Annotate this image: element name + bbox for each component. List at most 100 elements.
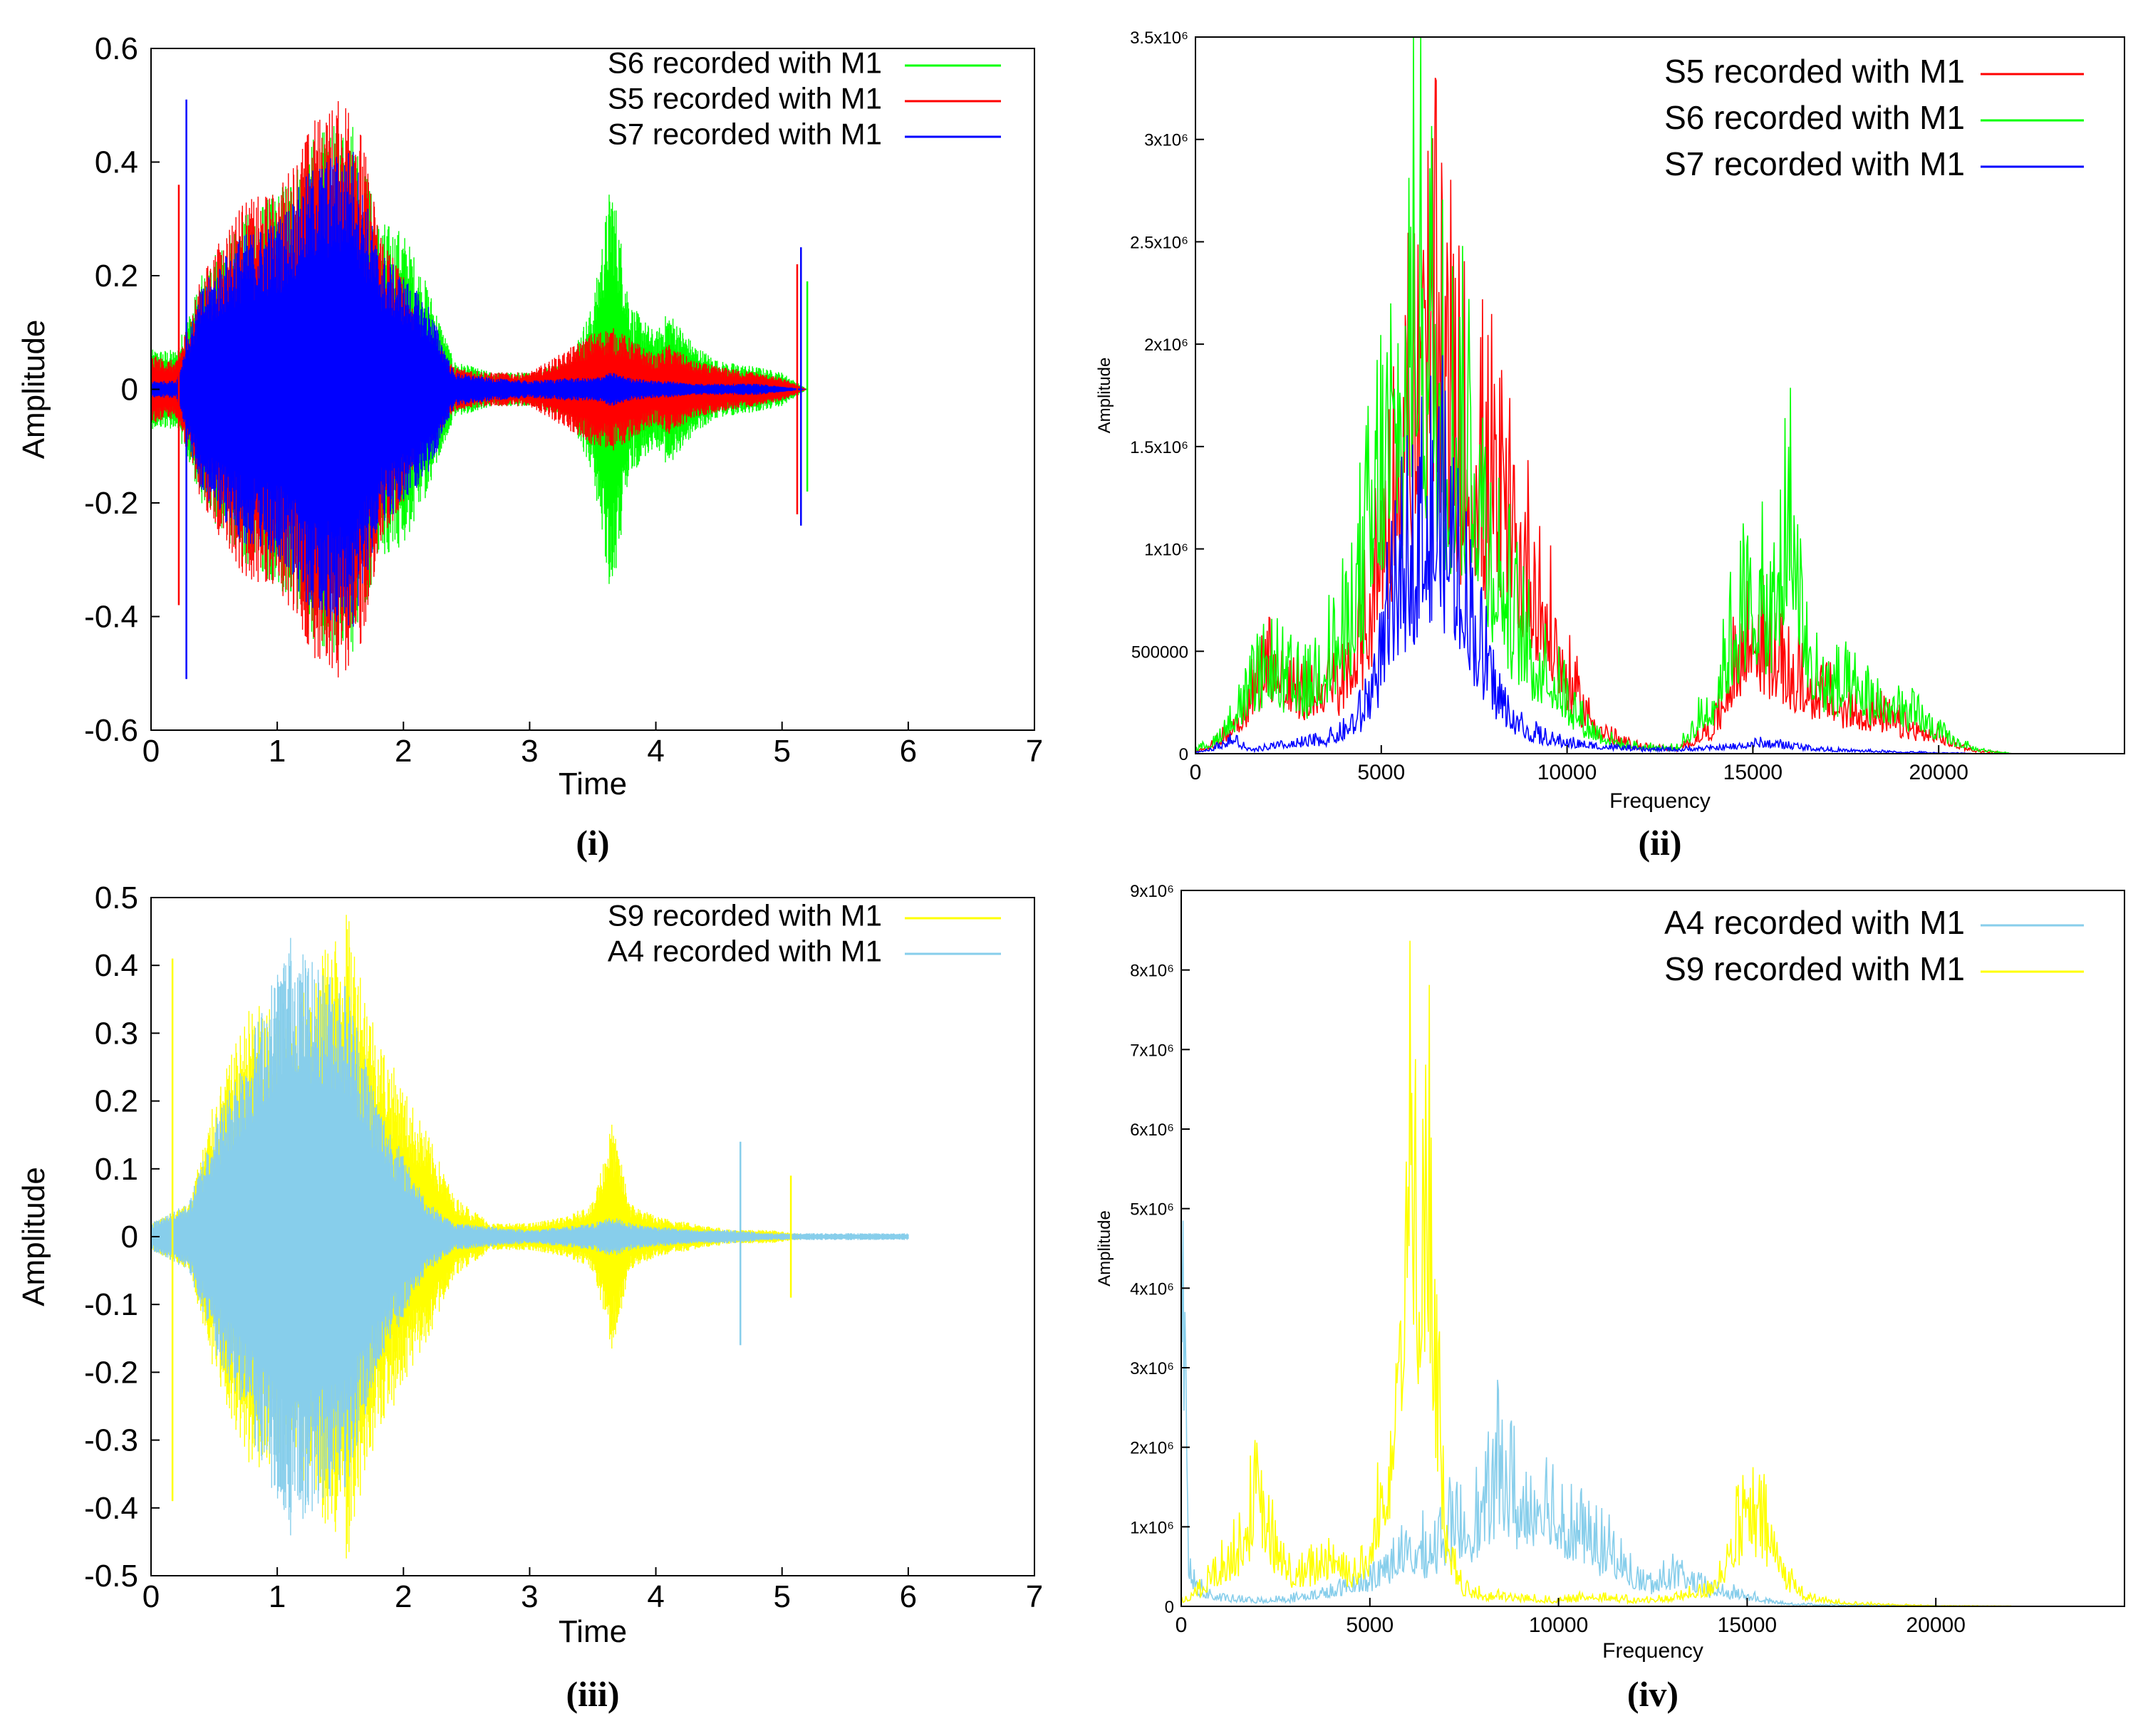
x-tick-label: 15000 xyxy=(1718,1613,1777,1637)
x-tick-label: 5000 xyxy=(1346,1613,1394,1637)
y-tick-label: -0.4 xyxy=(84,600,138,635)
legend-label: S9 recorded with M1 xyxy=(1664,950,1965,987)
x-axis-label: Time xyxy=(559,1614,627,1649)
y-tick-label: 2x10⁶ xyxy=(1144,336,1188,355)
legend-label: S6 recorded with M1 xyxy=(1664,99,1965,136)
y-tick-label: 2x10⁶ xyxy=(1130,1439,1174,1458)
series-group xyxy=(1195,36,2013,754)
x-tick-label: 6 xyxy=(900,734,917,769)
y-tick-label: -0.3 xyxy=(84,1423,138,1458)
y-axis-label: Amplitude xyxy=(16,320,51,459)
y-tick-label: 0.2 xyxy=(95,259,138,293)
y-tick-label: 3x10⁶ xyxy=(1144,131,1188,150)
x-tick-label: 1 xyxy=(269,734,286,769)
y-tick-label: 9x10⁶ xyxy=(1130,882,1174,901)
y-tick-label: 8x10⁶ xyxy=(1130,962,1174,981)
y-tick-label: 7x10⁶ xyxy=(1130,1041,1174,1060)
y-tick-label: 6x10⁶ xyxy=(1130,1121,1174,1140)
y-tick-label: 0.5 xyxy=(95,880,138,915)
x-axis-label: Frequency xyxy=(1609,789,1711,813)
x-tick-label: 5000 xyxy=(1357,761,1405,784)
panel-caption: (iii) xyxy=(566,1674,620,1714)
plot-frame xyxy=(1195,36,2125,754)
y-tick-label: 0 xyxy=(1165,1598,1174,1617)
y-tick-label: 0.4 xyxy=(95,948,138,983)
legend-label: S6 recorded with M1 xyxy=(608,46,882,80)
legend: S5 recorded with M1 S6 recorded with M1 S7… xyxy=(1664,53,2084,182)
y-tick-label: 4x10⁶ xyxy=(1130,1279,1174,1299)
x-tick-label: 7 xyxy=(1026,734,1043,769)
y-tick-label: 1x10⁶ xyxy=(1144,541,1188,560)
y-tick-label: 0 xyxy=(121,1220,138,1254)
series-group xyxy=(1181,940,2012,1607)
x-tick-label: 0 xyxy=(142,1579,160,1614)
x-tick-label: 5 xyxy=(773,1579,790,1614)
y-tick-label: 0.1 xyxy=(95,1152,138,1187)
y-tick-label: 3.5x10⁶ xyxy=(1130,28,1188,48)
x-tick-label: 2 xyxy=(395,1579,412,1614)
x-axis-label: Frequency xyxy=(1602,1639,1703,1663)
x-tick-label: 20000 xyxy=(1909,761,1968,784)
panel-i: 0 1 2 3 4 5 6 7 0.6 0.4 0.2 0 -0.2 -0.4 -0.6 Time Amplit… xyxy=(16,31,1043,863)
y-axis-label: Amplitude xyxy=(1095,358,1114,434)
y-tick-label: 1.5x10⁶ xyxy=(1130,438,1188,457)
legend-label: S5 recorded with M1 xyxy=(608,82,882,115)
x-tick-label: 15000 xyxy=(1723,761,1783,784)
legend-label: A4 recorded with M1 xyxy=(608,935,882,968)
y-tick-label: 0.2 xyxy=(95,1084,138,1119)
y-tick-label: 1x10⁶ xyxy=(1130,1518,1174,1537)
x-tick-label: 3 xyxy=(521,1579,538,1614)
panel-caption: (iv) xyxy=(1627,1674,1678,1714)
y-tick-label: 500000 xyxy=(1131,643,1188,662)
x-tick-label: 1 xyxy=(269,1579,286,1614)
y-tick-label: 0 xyxy=(1179,745,1188,764)
x-tick-label: 0 xyxy=(1190,761,1202,784)
x-tick-label: 5 xyxy=(773,734,790,769)
x-tick-label: 3 xyxy=(521,734,538,769)
legend-label: S9 recorded with M1 xyxy=(608,899,882,932)
panel-caption: (i) xyxy=(576,823,609,863)
x-tick-label: 10000 xyxy=(1537,761,1597,784)
x-tick-label: 2 xyxy=(395,734,412,769)
x-tick-label: 20000 xyxy=(1906,1613,1965,1637)
legend-label: S7 recorded with M1 xyxy=(1664,145,1965,182)
y-tick-label: -0.2 xyxy=(84,486,138,521)
y-tick-label: -0.6 xyxy=(84,713,138,748)
y-tick-label: -0.4 xyxy=(84,1491,138,1526)
y-axis-label: Amplitude xyxy=(1095,1210,1114,1287)
x-tick-label: 4 xyxy=(647,734,664,769)
legend-label: A4 recorded with M1 xyxy=(1664,904,1965,941)
y-tick-label: 5x10⁶ xyxy=(1130,1200,1174,1220)
y-axis-label: Amplitude xyxy=(16,1167,51,1306)
x-tick-label: 0 xyxy=(142,734,160,769)
y-tick-label: -0.5 xyxy=(84,1559,138,1594)
y-tick-label: 2.5x10⁶ xyxy=(1130,233,1188,252)
legend-label: S7 recorded with M1 xyxy=(608,118,882,151)
spectrum-series-1 xyxy=(1181,940,2012,1607)
x-tick-label: 6 xyxy=(900,1579,917,1614)
y-tick-label: 0 xyxy=(121,373,138,407)
panel-caption: (ii) xyxy=(1638,823,1681,863)
x-tick-label: 0 xyxy=(1176,1613,1188,1637)
y-tick-label: 3x10⁶ xyxy=(1130,1359,1174,1378)
panel-ii: 0 5000 10000 15000 20000 0 500000 1x10⁶ 1.5x10⁶ 2… xyxy=(1095,28,2125,863)
spectrum-series-1 xyxy=(1195,36,2013,754)
x-tick-label: 7 xyxy=(1026,1579,1043,1614)
panel-iii: 0 1 2 3 4 5 6 7 0.5 0.4 0.3 0.2 0.1 0 -0.1 -0.2 -0.3 -0.4… xyxy=(16,880,1043,1714)
spectrum-series-2 xyxy=(1195,355,2013,754)
y-tick-label: 0.3 xyxy=(95,1016,138,1051)
y-tick-label: 0.6 xyxy=(95,31,138,66)
series-group xyxy=(150,99,809,680)
legend: A4 recorded with M1 S9 recorded with M1 xyxy=(1664,904,2084,987)
y-tick-label: -0.2 xyxy=(84,1355,138,1390)
plot-frame xyxy=(1181,890,2125,1607)
panel-iv: 0 5000 10000 15000 20000 0 1x10⁶ 2x10⁶ 3x10⁶ 4x10… xyxy=(1095,882,2125,1714)
x-tick-label: 10000 xyxy=(1529,1613,1588,1637)
y-tick-label: -0.1 xyxy=(84,1287,138,1322)
x-tick-label: 4 xyxy=(647,1579,664,1614)
y-tick-label: 0.4 xyxy=(95,145,138,180)
x-axis-label: Time xyxy=(559,766,627,801)
